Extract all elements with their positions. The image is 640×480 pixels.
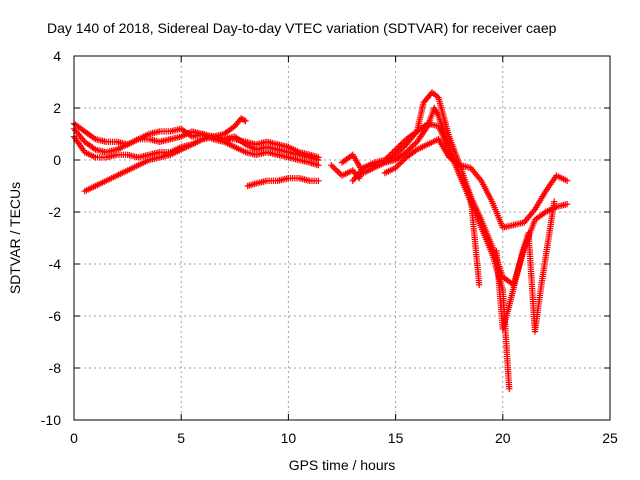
data-point — [401, 142, 408, 150]
data-point — [328, 162, 335, 169]
data-point — [335, 169, 343, 176]
data-point — [398, 158, 405, 166]
data-point — [315, 177, 322, 184]
data-point — [455, 160, 462, 168]
y-tick-labels: -10 -8 -6 -4 -2 0 2 4 — [41, 48, 61, 428]
data-point — [395, 148, 402, 156]
y-tick-label: 2 — [53, 100, 61, 116]
data-point — [90, 145, 98, 152]
data-point — [540, 209, 548, 217]
data-point — [396, 160, 404, 167]
data-point — [407, 144, 415, 151]
x-tick-label: 5 — [177, 430, 185, 446]
y-tick-label: -10 — [41, 412, 61, 428]
data-point — [563, 201, 571, 208]
data-point — [412, 147, 419, 154]
data-point — [476, 281, 483, 288]
data-point — [332, 166, 340, 173]
data-point — [331, 164, 338, 172]
y-tick-label: -4 — [49, 256, 62, 272]
data-point — [393, 150, 401, 157]
data-point — [242, 117, 249, 125]
x-tick-label: 25 — [602, 430, 618, 446]
data-point — [240, 116, 248, 124]
data-point — [551, 198, 558, 205]
data-point — [90, 134, 98, 142]
data-point — [412, 140, 419, 147]
x-tick-label: 0 — [70, 430, 78, 446]
data-point — [410, 141, 418, 148]
y-tick-label: 0 — [53, 152, 61, 168]
data-point — [404, 147, 412, 154]
data-point — [393, 163, 401, 170]
data-point — [409, 143, 416, 150]
data-point — [334, 167, 341, 175]
data-point — [392, 164, 399, 171]
data-point — [315, 156, 322, 164]
y-tick-label: -6 — [49, 308, 62, 324]
data-point — [406, 146, 413, 153]
data-point — [395, 161, 402, 169]
x-axis-label: GPS time / hours — [289, 457, 396, 473]
x-tick-label: 10 — [281, 430, 297, 446]
y-axis-label: SDTVAR / TECUs — [7, 182, 23, 294]
data-point — [400, 157, 407, 164]
data-point — [396, 147, 404, 154]
x-tick-label: 15 — [388, 430, 404, 446]
data-point — [392, 151, 399, 158]
data-point — [398, 145, 405, 153]
data-point — [563, 177, 571, 184]
data-point — [240, 140, 248, 147]
data-points — [70, 89, 571, 392]
y-tick-label: -2 — [49, 204, 62, 220]
y-tick-label: 4 — [53, 48, 61, 64]
x-tick-labels: 0 5 10 15 20 25 — [70, 430, 618, 446]
data-point — [329, 163, 337, 170]
data-point — [506, 385, 513, 392]
chart-title: Day 140 of 2018, Sidereal Day-to-day VTE… — [47, 20, 557, 36]
y-tick-label: -8 — [49, 360, 62, 376]
data-point — [400, 144, 407, 151]
plot-frame — [73, 55, 611, 421]
x-tick-label: 20 — [495, 430, 511, 446]
